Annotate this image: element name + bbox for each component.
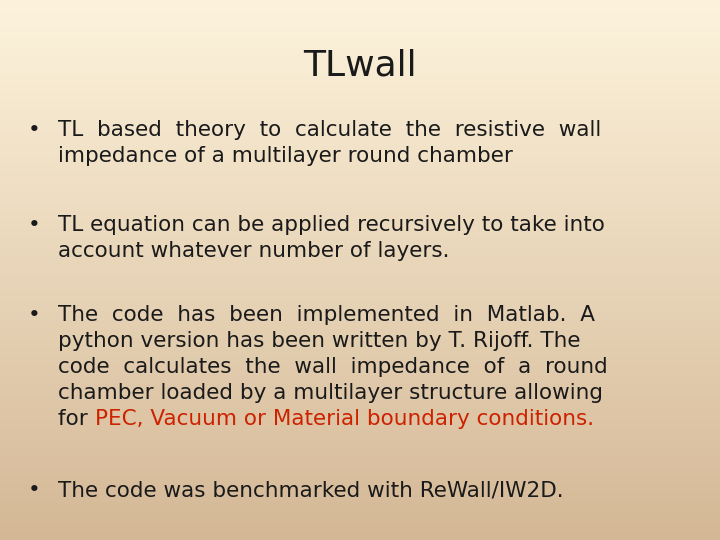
Text: TLwall: TLwall: [303, 48, 417, 82]
Text: TL equation can be applied recursively to take into: TL equation can be applied recursively t…: [58, 215, 605, 235]
Text: •: •: [28, 480, 41, 500]
Text: The  code  has  been  implemented  in  Matlab.  A: The code has been implemented in Matlab.…: [58, 305, 595, 325]
Text: account whatever number of layers.: account whatever number of layers.: [58, 241, 449, 261]
Text: python version has been written by T. Rijoff. The: python version has been written by T. Ri…: [58, 331, 580, 351]
Text: •: •: [28, 120, 41, 140]
Text: for: for: [58, 409, 94, 429]
Text: The code was benchmarked with ReWall/IW2D.: The code was benchmarked with ReWall/IW2…: [58, 480, 564, 500]
Text: TL  based  theory  to  calculate  the  resistive  wall: TL based theory to calculate the resisti…: [58, 120, 601, 140]
Text: •: •: [28, 215, 41, 235]
Text: code  calculates  the  wall  impedance  of  a  round: code calculates the wall impedance of a …: [58, 357, 608, 377]
Text: •: •: [28, 305, 41, 325]
Text: impedance of a multilayer round chamber: impedance of a multilayer round chamber: [58, 146, 513, 166]
Text: PEC, Vacuum or Material boundary conditions.: PEC, Vacuum or Material boundary conditi…: [94, 409, 594, 429]
Text: chamber loaded by a multilayer structure allowing: chamber loaded by a multilayer structure…: [58, 383, 603, 403]
